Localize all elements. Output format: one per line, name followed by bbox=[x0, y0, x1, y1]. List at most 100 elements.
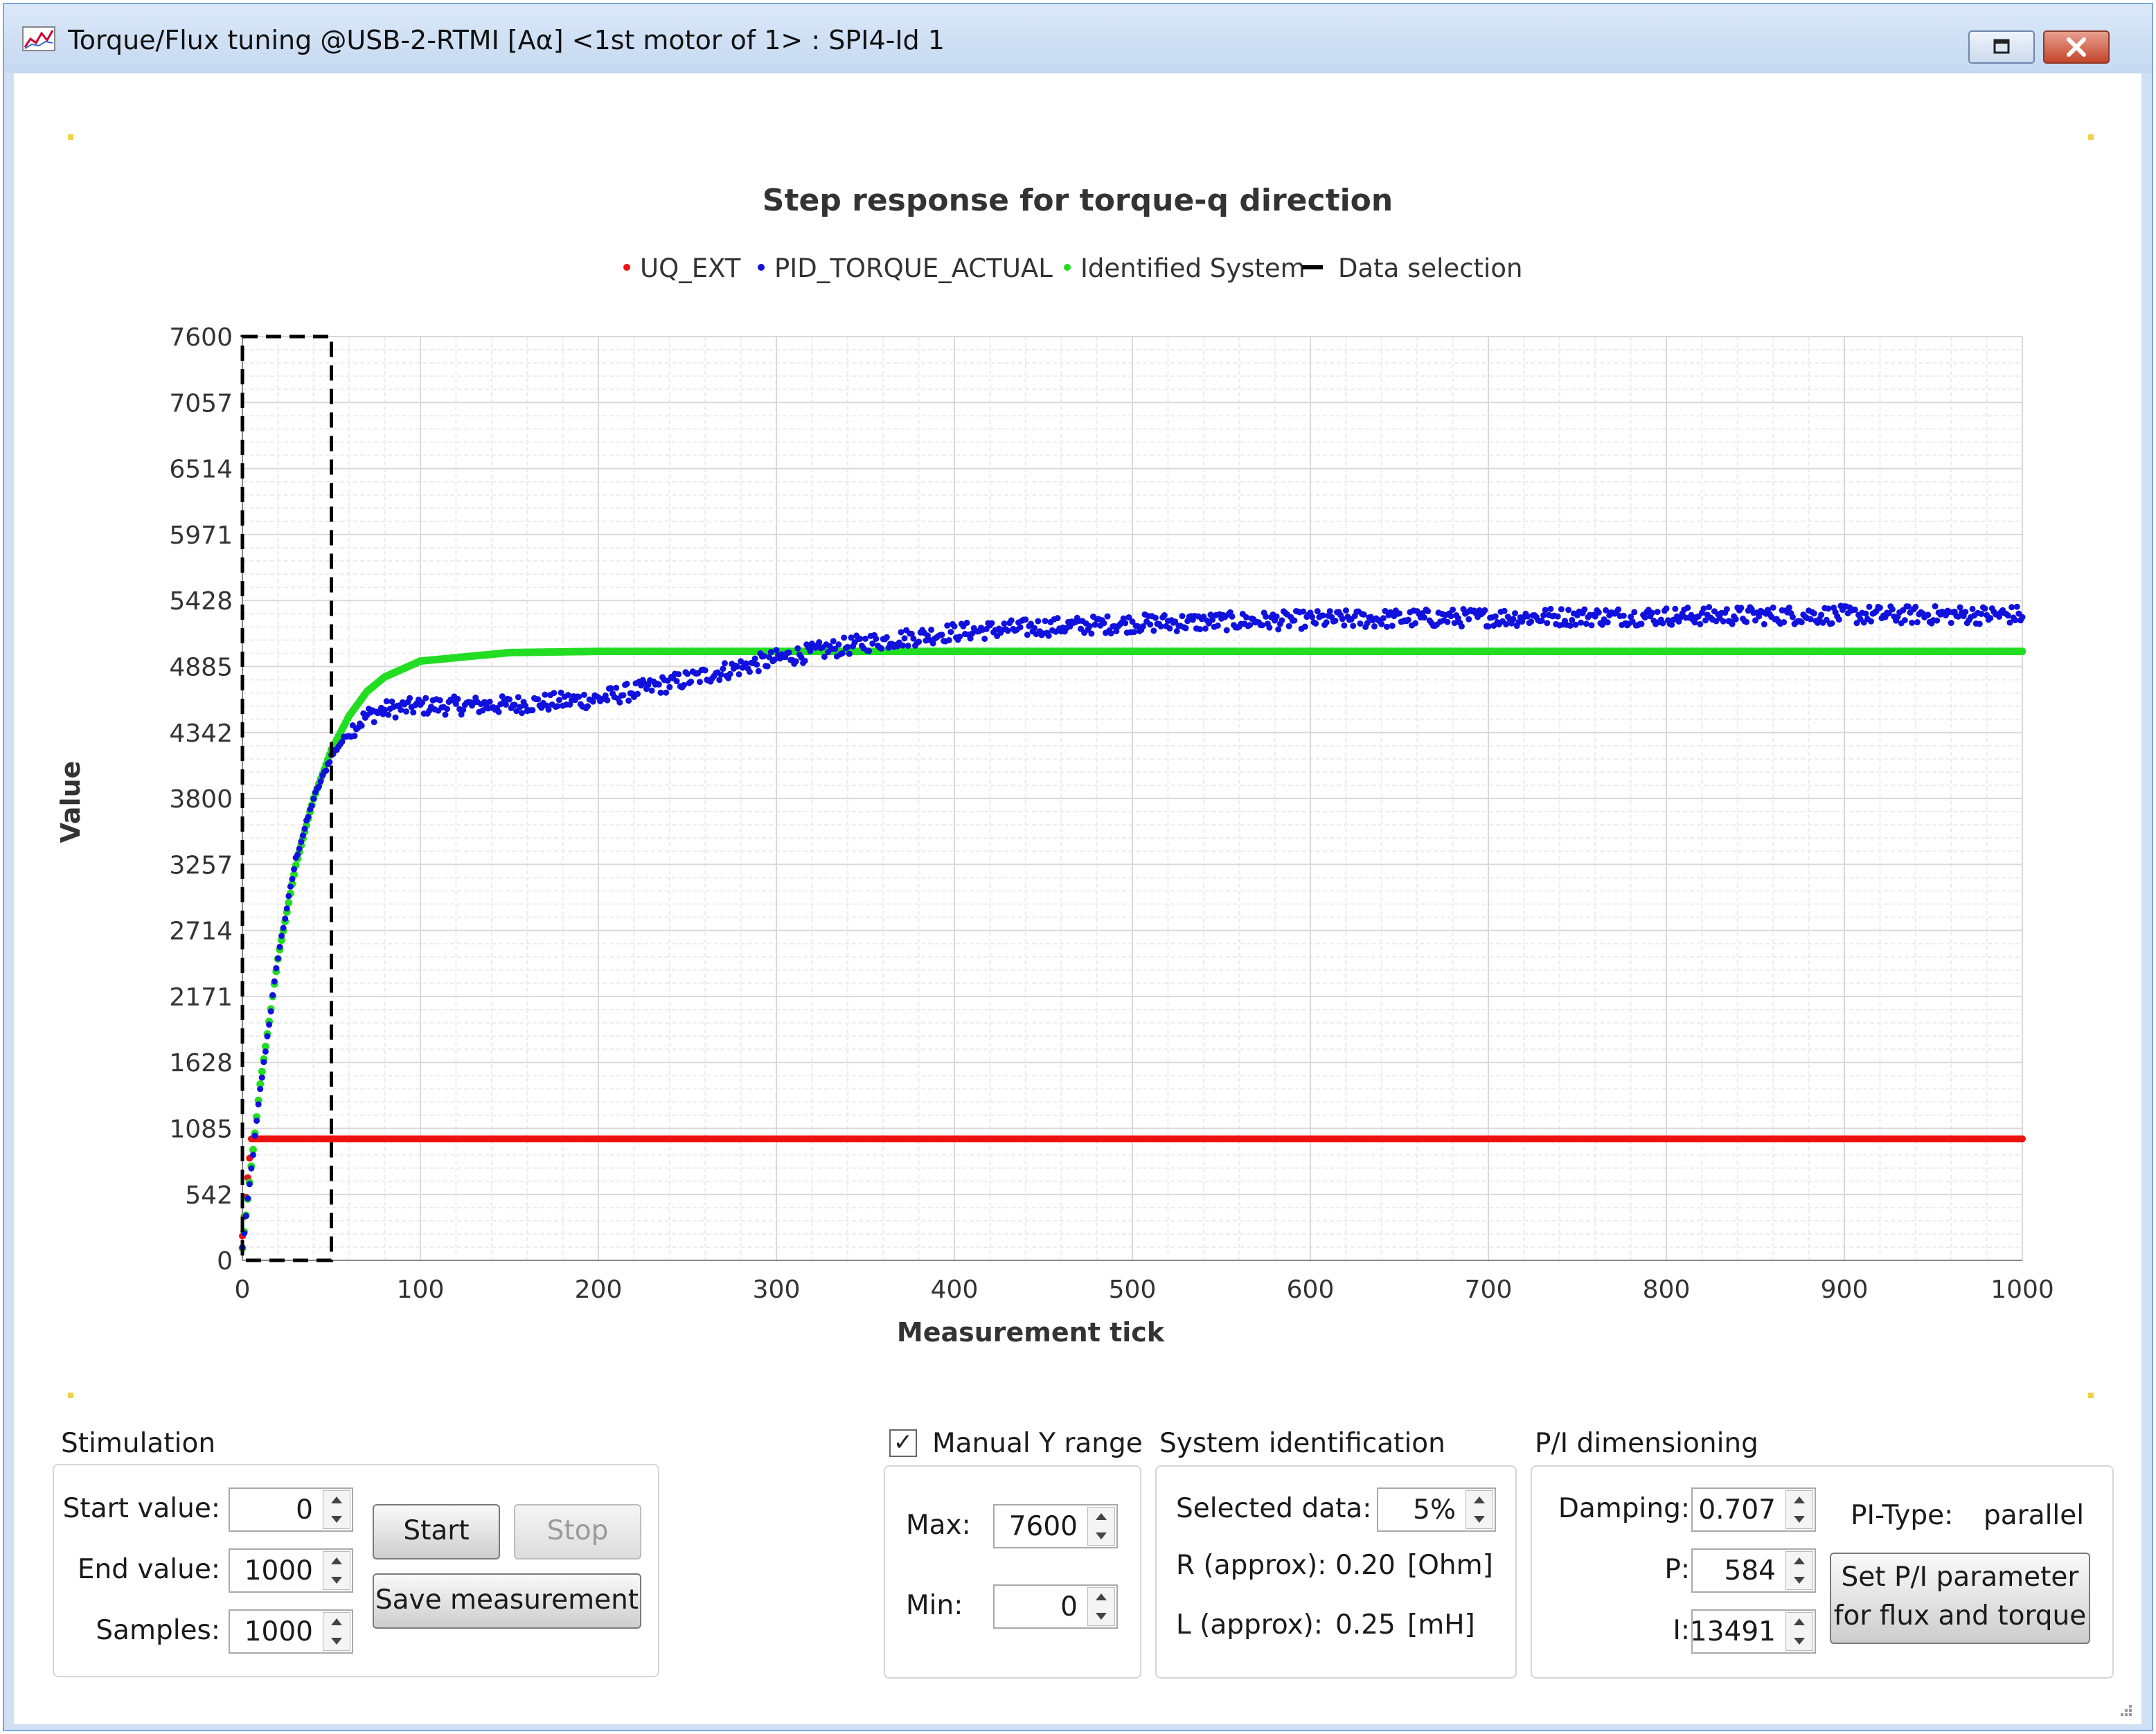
spin-up-icon[interactable] bbox=[1096, 1593, 1107, 1600]
pid-torque-actual-point bbox=[801, 657, 808, 664]
selected-data-spinbox[interactable]: 5% bbox=[1377, 1487, 1496, 1532]
x-tick-label: 300 bbox=[753, 1276, 801, 1304]
y-tick-label: 3257 bbox=[169, 851, 233, 879]
legend-item[interactable]: PID_TORQUE_ACTUAL bbox=[758, 253, 1053, 283]
pid-torque-actual-point bbox=[308, 803, 315, 810]
y-min-spinbox[interactable]: 0 bbox=[993, 1584, 1118, 1629]
spin-down-icon[interactable] bbox=[1794, 1577, 1805, 1584]
spin-up-icon[interactable] bbox=[331, 1557, 342, 1564]
step-response-chart[interactable]: 0 542 1085 1628 2171 2714 3257 3800 4342 4885 5428… bbox=[14, 73, 2141, 1431]
spin-up-icon[interactable] bbox=[1474, 1496, 1485, 1503]
pid-torque-actual-point bbox=[1001, 620, 1008, 627]
pid-torque-actual-point bbox=[1876, 605, 1883, 611]
pid-torque-actual-point bbox=[316, 783, 323, 790]
spin-arrows[interactable] bbox=[1465, 1490, 1493, 1529]
legend-label: Data selection bbox=[1338, 253, 1523, 283]
pid-torque-actual-point bbox=[1638, 620, 1645, 627]
y-tick-label: 2714 bbox=[169, 918, 233, 946]
pid-torque-actual-point bbox=[760, 652, 767, 659]
pid-torque-actual-point bbox=[771, 656, 778, 663]
pid-torque-actual-point bbox=[1425, 608, 1432, 615]
restore-button[interactable] bbox=[1968, 30, 2035, 64]
start-value-spinbox[interactable]: 0 bbox=[229, 1487, 353, 1532]
p-gain-spinbox[interactable]: 584 bbox=[1691, 1548, 1816, 1593]
spin-down-icon[interactable] bbox=[331, 1638, 342, 1645]
pid-torque-actual-point bbox=[1510, 616, 1517, 623]
spin-down-icon[interactable] bbox=[331, 1516, 342, 1523]
spin-up-icon[interactable] bbox=[331, 1618, 342, 1625]
pid-torque-actual-point bbox=[499, 693, 506, 700]
damping-spinbox[interactable]: 0.707 bbox=[1691, 1487, 1816, 1532]
pid-torque-actual-point bbox=[857, 635, 864, 642]
legend-item[interactable]: Identified System bbox=[1064, 253, 1306, 283]
spin-arrows[interactable] bbox=[1785, 1490, 1813, 1529]
spin-up-icon[interactable] bbox=[1794, 1557, 1805, 1564]
i-gain-spinbox[interactable]: 13491 bbox=[1690, 1609, 1816, 1654]
spin-down-icon[interactable] bbox=[1096, 1613, 1107, 1620]
spin-down-icon[interactable] bbox=[1794, 1638, 1805, 1645]
pid-torque-actual-point bbox=[1688, 611, 1695, 618]
pid-torque-actual-point bbox=[1752, 617, 1758, 624]
spin-arrows[interactable] bbox=[1785, 1551, 1813, 1590]
spin-up-icon[interactable] bbox=[1794, 1496, 1805, 1503]
end-value-label: End value: bbox=[77, 1554, 220, 1585]
legend-item[interactable]: UQ_EXT bbox=[623, 253, 740, 283]
spin-up-icon[interactable] bbox=[1794, 1618, 1805, 1625]
pid-torque-actual-point bbox=[260, 1059, 267, 1066]
spin-down-icon[interactable] bbox=[331, 1577, 342, 1584]
pid-torque-actual-point bbox=[1339, 616, 1346, 623]
pid-torque-actual-point bbox=[1866, 603, 1873, 610]
pid-torque-actual-point bbox=[2012, 617, 2019, 624]
samples-label: Samples: bbox=[96, 1615, 220, 1646]
spin-up-icon[interactable] bbox=[1096, 1513, 1107, 1520]
pid-torque-actual-point bbox=[673, 678, 680, 685]
start-button[interactable]: Start bbox=[373, 1504, 500, 1559]
pid-torque-actual-point bbox=[249, 1152, 256, 1159]
spin-arrows[interactable] bbox=[1785, 1612, 1813, 1651]
pid-torque-actual-point bbox=[945, 636, 952, 643]
set-pi-parameter-button[interactable]: Set P/I parameter for flux and torque bbox=[1830, 1553, 2090, 1644]
samples-spinbox[interactable]: 1000 bbox=[229, 1609, 353, 1654]
spin-arrows[interactable] bbox=[323, 1612, 350, 1651]
pid-torque-actual-point bbox=[538, 704, 545, 711]
spin-arrows[interactable] bbox=[323, 1551, 350, 1590]
spin-up-icon[interactable] bbox=[331, 1496, 342, 1503]
spin-arrows[interactable] bbox=[323, 1490, 350, 1529]
spin-arrows[interactable] bbox=[1087, 1507, 1115, 1546]
manual-y-range-checkbox[interactable]: ✓ bbox=[889, 1429, 917, 1457]
pid-torque-actual-point bbox=[1125, 614, 1132, 620]
pid-torque-actual-point bbox=[1592, 613, 1598, 620]
pid-torque-actual-point bbox=[1465, 616, 1472, 623]
pid-torque-actual-point bbox=[506, 696, 513, 703]
pid-torque-actual-point bbox=[564, 692, 571, 699]
spin-down-icon[interactable] bbox=[1096, 1532, 1107, 1539]
y-max-spinbox[interactable]: 7600 bbox=[993, 1504, 1118, 1548]
pid-torque-actual-point bbox=[1524, 613, 1531, 620]
pid-torque-actual-point bbox=[1364, 620, 1371, 627]
spin-arrows[interactable] bbox=[1087, 1587, 1115, 1626]
pid-torque-actual-point bbox=[663, 689, 670, 696]
pid-torque-actual-point bbox=[1588, 622, 1595, 629]
stop-button[interactable]: Stop bbox=[514, 1504, 641, 1559]
pid-torque-actual-point bbox=[542, 691, 549, 698]
pid-torque-actual-point bbox=[1242, 614, 1249, 620]
pid-torque-actual-point bbox=[442, 711, 449, 718]
identified-system-point bbox=[285, 899, 293, 907]
close-button[interactable] bbox=[2043, 30, 2110, 64]
title-bar[interactable]: Torque/Flux tuning @USB-2-RTMI [Aα] <1st… bbox=[4, 4, 2152, 73]
data-selection-rect[interactable] bbox=[240, 334, 333, 1262]
pid-torque-actual-point bbox=[1909, 619, 1916, 626]
pid-torque-actual-point bbox=[262, 1048, 269, 1055]
x-tick-label: 100 bbox=[397, 1276, 445, 1304]
save-measurement-button[interactable]: Save measurement bbox=[373, 1573, 641, 1629]
pid-torque-actual-point bbox=[294, 851, 301, 858]
spin-down-icon[interactable] bbox=[1474, 1516, 1485, 1523]
pid-torque-actual-point bbox=[486, 698, 493, 705]
spin-down-icon[interactable] bbox=[1794, 1516, 1805, 1523]
pid-torque-actual-point bbox=[1785, 604, 1792, 611]
pid-torque-actual-point bbox=[1987, 615, 1994, 622]
resize-grip-icon[interactable] bbox=[2117, 1701, 2133, 1717]
x-tick-label: 200 bbox=[575, 1276, 623, 1304]
end-value-spinbox[interactable]: 1000 bbox=[229, 1548, 353, 1593]
legend-item[interactable]: Data selection bbox=[1302, 253, 1522, 283]
